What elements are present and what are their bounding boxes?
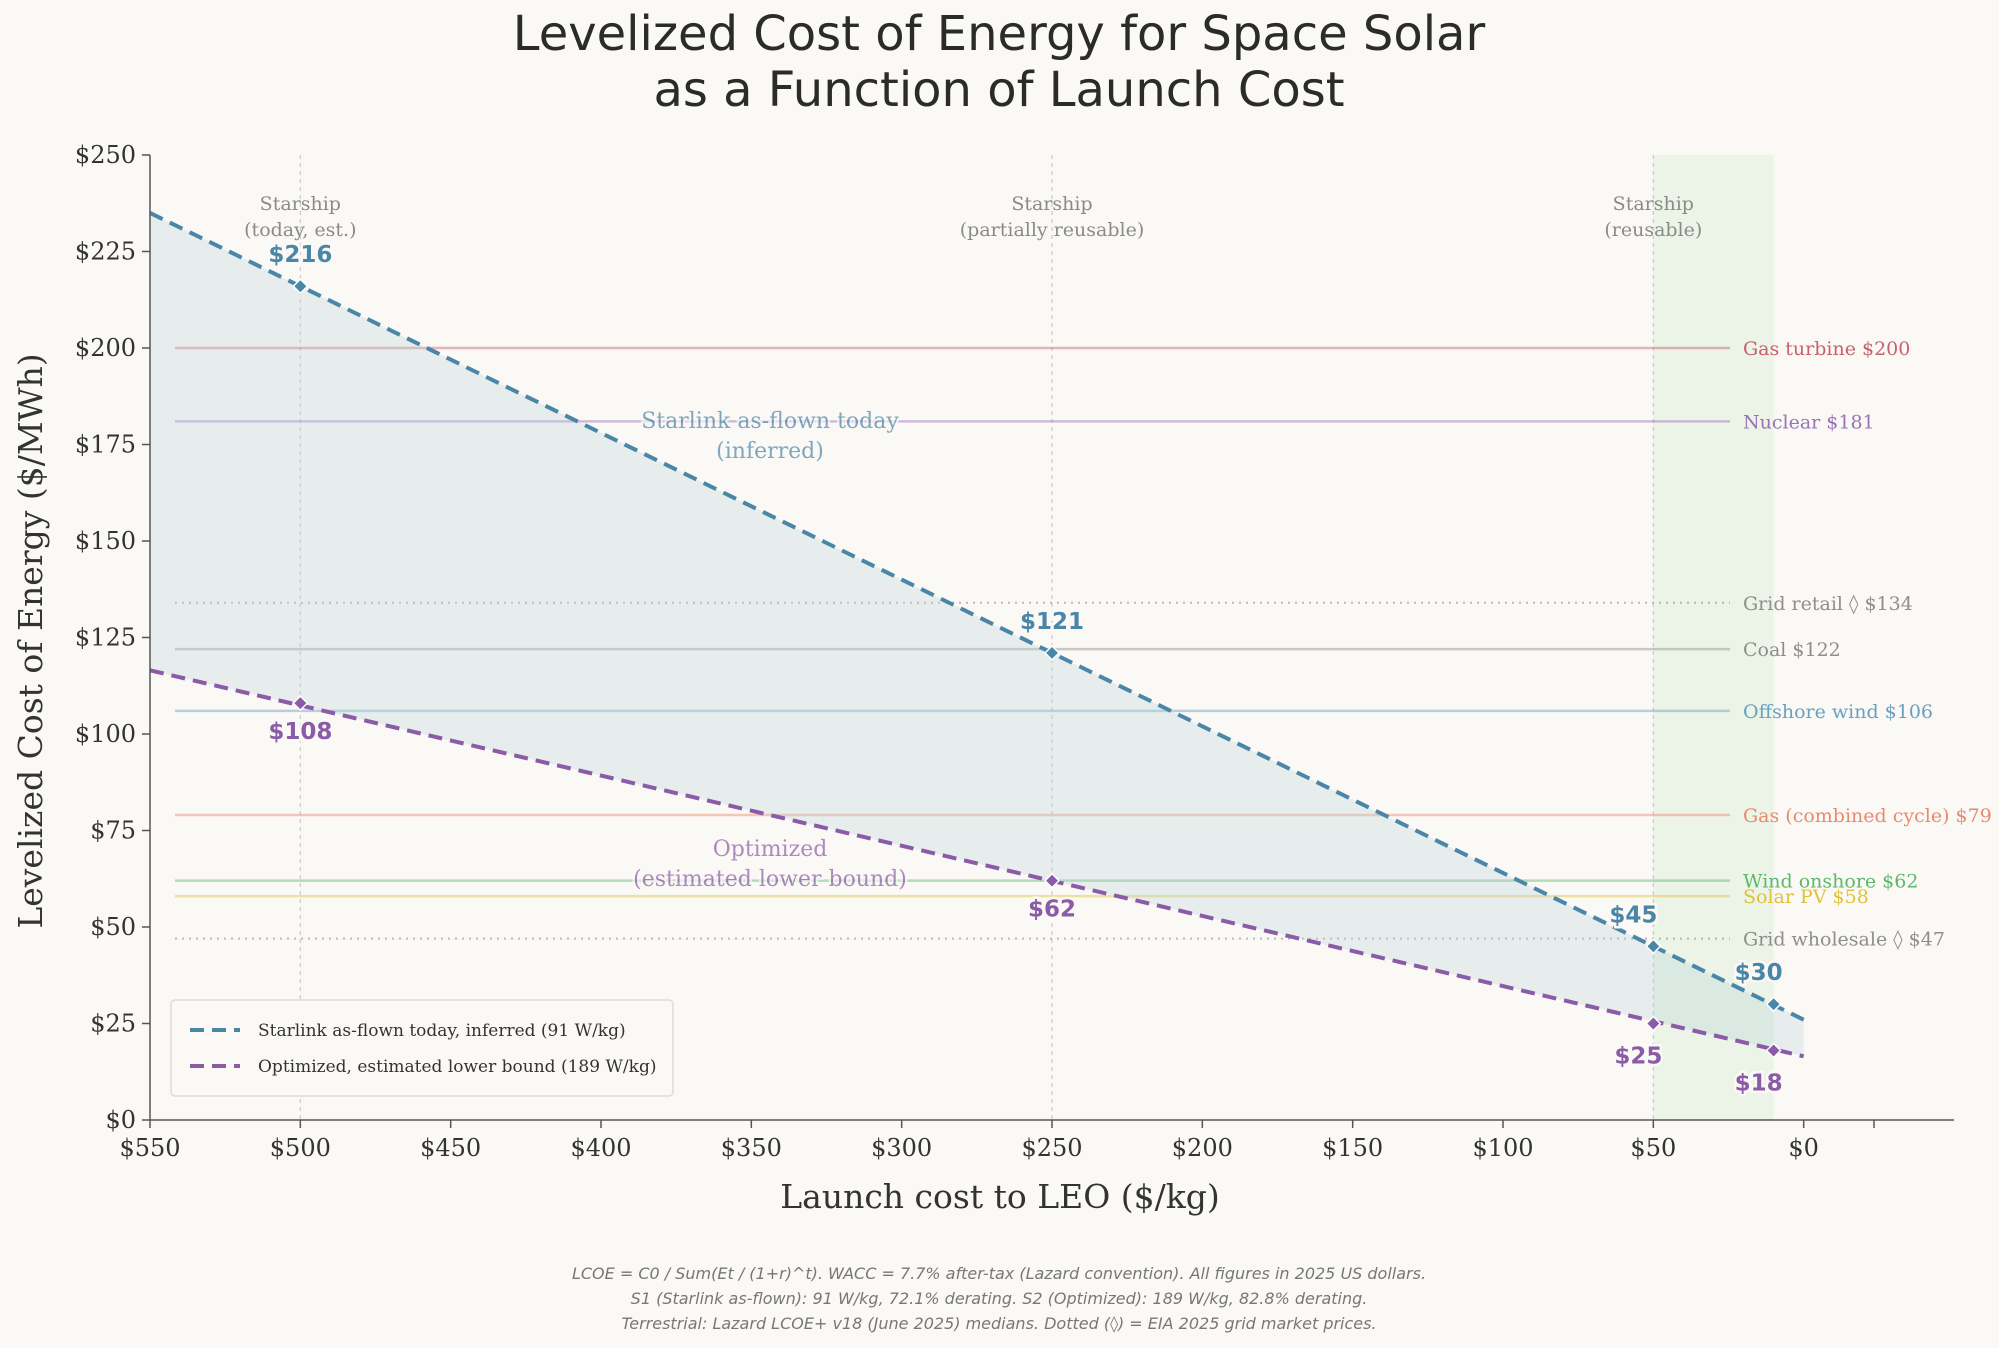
series-0-annotation-0: Starlink as-flown today — [641, 409, 899, 434]
series-1-annotation-1: (estimated lower bound) — [633, 867, 907, 892]
series-lines: $216 $121 $45 $30 Starlink as-flown today (in… — [149, 211, 1805, 1099]
reference-lines: Gas turbine $200 Nuclear $181 Grid retail … — [175, 338, 1992, 951]
x-axis-label: Launch cost to LEO ($/kg) — [780, 1177, 1220, 1216]
legend-label-0: Starlink as-flown today, inferred (91 W/… — [258, 1021, 626, 1041]
y-tick-label-8: $200 — [75, 334, 136, 362]
y-tick-label-9: $225 — [75, 238, 136, 266]
y-tick-label-5: $125 — [75, 624, 136, 652]
marker-label-2-1: (reusable) — [1604, 219, 1702, 241]
series-1-label-3: $18 — [1735, 1071, 1783, 1097]
reference-label-4: Offshore wind $106 — [1743, 701, 1933, 723]
series-0-label-1: $121 — [1020, 609, 1084, 635]
series-1-annotation-0: Optimized — [713, 837, 828, 862]
marker-label-1-1: (partially reusable) — [960, 219, 1145, 241]
series-1-label-1: $62 — [1028, 897, 1076, 923]
y-tick-label-1: $25 — [90, 1010, 136, 1038]
x-tick-label-6: $250 — [1021, 1134, 1082, 1162]
series-1-label-0: $108 — [268, 719, 332, 745]
x-tick-label-8: $150 — [1322, 1134, 1383, 1162]
marker-label-1-0: Starship — [1011, 193, 1092, 215]
reusable-band — [1653, 155, 1774, 1120]
x-tick-label-1: $500 — [270, 1134, 331, 1162]
series-1-point-3 — [1765, 1042, 1782, 1059]
series-0-label-2: $45 — [1609, 902, 1657, 928]
y-axis-ticks: $0 $25 $50 $75 $100 $125 $150 $175 $200 $225 $250 — [75, 141, 150, 1134]
chart-title-line-1: Levelized Cost of Energy for Space Solar — [513, 6, 1486, 62]
y-tick-label-2: $50 — [90, 913, 136, 941]
reference-label-8: Grid wholesale ◊ $47 — [1743, 929, 1945, 951]
series-0-point-2 — [1645, 938, 1662, 955]
y-tick-label-7: $175 — [75, 431, 136, 459]
x-tick-label-0: $550 — [119, 1134, 180, 1162]
chart-title: Levelized Cost of Energy for Space Solar… — [513, 6, 1486, 118]
series-0-label-0: $216 — [268, 242, 332, 268]
footnote-line-2: Terrestrial: Lazard LCOE+ v18 (June 2025… — [621, 1314, 1376, 1333]
x-axis-ticks: $550 $500 $450 $400 $350 $300 $250 $200 $150 $100… — [119, 1120, 1875, 1162]
legend-box — [170, 999, 674, 1097]
series-0-label-3: $30 — [1735, 960, 1783, 986]
x-tick-label-10: $50 — [1630, 1134, 1676, 1162]
series-1-point-2 — [1645, 1015, 1662, 1032]
y-tick-label-6: $150 — [75, 527, 136, 555]
series-0-point-3 — [1765, 996, 1782, 1013]
x-tick-label-7: $200 — [1172, 1134, 1233, 1162]
x-tick-label-11: $0 — [1788, 1134, 1819, 1162]
y-axis-label: Levelized Cost of Energy ($/MWh) — [11, 353, 50, 928]
reference-label-1: Nuclear $181 — [1743, 411, 1875, 433]
reusable-band-rect — [1653, 155, 1774, 1120]
launch-markers: Starship (today, est.) Starship (partially … — [244, 155, 1702, 1120]
reference-label-5: Gas (combined cycle) $79 — [1743, 805, 1992, 827]
cost-range-fill — [150, 212, 1804, 1057]
y-tick-label-4: $100 — [75, 720, 136, 748]
series-0-point-0 — [292, 278, 309, 295]
cost-range-area — [150, 212, 1804, 1057]
reference-label-3: Coal $122 — [1743, 639, 1841, 661]
footnotes: LCOE = C0 / Sum(Et / (1+r)^t). WACC = 7.… — [572, 1264, 1426, 1333]
x-tick-label-4: $350 — [721, 1134, 782, 1162]
series-0-point-1 — [1043, 644, 1061, 662]
footnote-line-0: LCOE = C0 / Sum(Et / (1+r)^t). WACC = 7.… — [572, 1264, 1426, 1283]
legend-label-1: Optimized, estimated lower bound (189 W/… — [258, 1057, 656, 1077]
y-tick-label-0: $0 — [105, 1106, 136, 1134]
series-1-point-0 — [292, 695, 309, 712]
x-tick-label-3: $400 — [570, 1134, 631, 1162]
reference-label-6: Wind onshore $62 — [1743, 871, 1918, 893]
legend: Starlink as-flown today, inferred (91 W/… — [170, 999, 674, 1097]
reference-label-0: Gas turbine $200 — [1743, 338, 1910, 360]
series-1-point-1 — [1043, 872, 1061, 889]
x-tick-label-5: $300 — [871, 1134, 932, 1162]
y-tick-label-10: $250 — [75, 141, 136, 169]
x-tick-label-9: $100 — [1472, 1134, 1533, 1162]
footnote-line-1: S1 (Starlink as-flown): 91 W/kg, 72.1% d… — [631, 1289, 1368, 1308]
reference-label-2: Grid retail ◊ $134 — [1743, 593, 1913, 615]
marker-label-0-1: (today, est.) — [244, 219, 356, 241]
x-tick-label-2: $450 — [420, 1134, 481, 1162]
series-1-label-2: $25 — [1614, 1044, 1662, 1070]
series-line-1 — [149, 668, 1805, 1059]
y-tick-label-3: $75 — [90, 817, 136, 845]
marker-label-2-0: Starship — [1613, 193, 1694, 215]
series-0-annotation-1: (inferred) — [716, 439, 824, 464]
chart-title-line-2: as a Function of Launch Cost — [653, 62, 1344, 118]
reference-label-7: Solar PV $58 — [1743, 886, 1869, 908]
marker-label-0-0: Starship — [260, 193, 341, 215]
